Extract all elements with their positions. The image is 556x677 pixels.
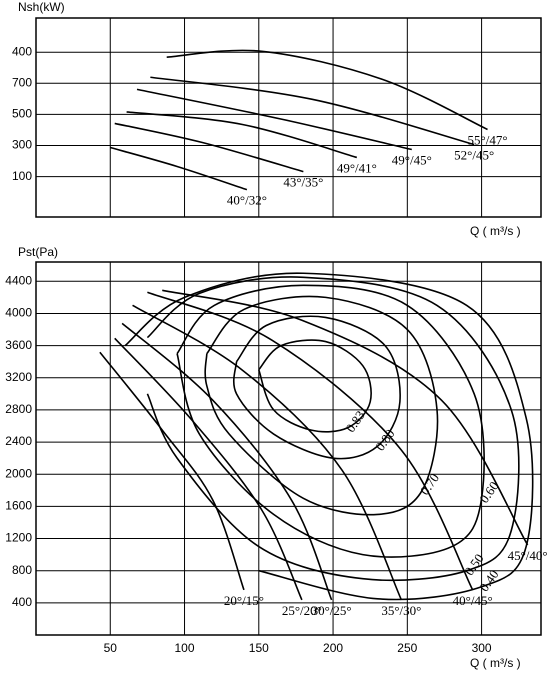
y-tick-label: 2000 xyxy=(5,466,32,480)
x-tick-label: 100 xyxy=(175,641,195,655)
curve xyxy=(114,122,304,173)
curve-label: 52°/45° xyxy=(454,148,494,163)
curve xyxy=(114,337,303,601)
curve xyxy=(99,351,245,591)
curve-label: 40°/45° xyxy=(453,593,493,608)
y-tick-label: 2400 xyxy=(5,434,32,448)
x-tick-label: 50 xyxy=(104,641,118,655)
curve-label: 40°/32° xyxy=(227,193,267,208)
x-tick-label: 150 xyxy=(249,641,269,655)
curve-label: 45°/40° xyxy=(508,548,548,563)
curve-label: 20°/15° xyxy=(224,593,264,608)
y-tick-label: 3600 xyxy=(5,338,32,352)
y-tick-label: 2800 xyxy=(5,402,32,416)
curve-label: 25°/20° xyxy=(282,603,322,618)
curve xyxy=(132,304,403,601)
curve-label: 43°/35° xyxy=(283,175,323,190)
curve-label: 35°/30° xyxy=(381,603,421,618)
curve xyxy=(110,146,248,191)
y-axis-label: Nsh(kW) xyxy=(18,0,65,14)
curve-label: 49°/45° xyxy=(392,153,432,168)
plot-frame xyxy=(35,261,542,636)
x-axis-label: Q ( m³/s ) xyxy=(470,656,521,670)
curve xyxy=(121,322,333,601)
curve xyxy=(126,111,358,159)
y-tick-label: 700 xyxy=(12,75,32,89)
y-tick-label: 4000 xyxy=(5,306,32,320)
curve xyxy=(204,295,439,516)
curve xyxy=(166,49,488,131)
curve-label: 55°/47° xyxy=(468,132,508,147)
y-tick-label: 1600 xyxy=(5,499,32,513)
y-tick-label: 100 xyxy=(12,169,32,183)
x-tick-label: 300 xyxy=(472,641,492,655)
y-tick-label: 4400 xyxy=(5,273,32,287)
curve xyxy=(162,289,529,546)
x-tick-label: 250 xyxy=(397,641,417,655)
curve-label: 49°/41° xyxy=(337,160,377,175)
curve xyxy=(147,291,474,591)
curve-label: 30°/25° xyxy=(312,603,352,618)
y-tick-label: 400 xyxy=(12,44,32,58)
curve xyxy=(258,339,372,433)
curve xyxy=(232,315,401,460)
y-tick-label: 800 xyxy=(12,563,32,577)
curve-label: 0.83 xyxy=(343,408,368,435)
curve xyxy=(124,272,534,601)
curve xyxy=(136,88,412,151)
curve-label: 0.80 xyxy=(372,426,397,453)
y-tick-label: 300 xyxy=(12,138,32,152)
y-axis-label: Pst(Pa) xyxy=(18,245,58,259)
x-axis-label: Q ( m³/s ) xyxy=(470,224,521,238)
curve-label: 0.60 xyxy=(476,479,501,506)
plot-frame xyxy=(35,17,542,218)
curve xyxy=(146,276,520,582)
y-tick-label: 3200 xyxy=(5,370,32,384)
y-tick-label: 500 xyxy=(12,107,32,121)
curve xyxy=(176,284,485,558)
y-tick-label: 400 xyxy=(12,595,32,609)
x-tick-label: 200 xyxy=(323,641,343,655)
curve xyxy=(150,76,475,146)
y-tick-label: 1200 xyxy=(5,531,32,545)
